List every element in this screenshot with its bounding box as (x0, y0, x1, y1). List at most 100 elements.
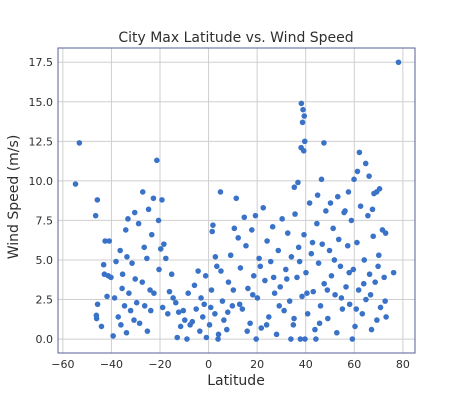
data-point (390, 269, 397, 276)
data-point (168, 271, 175, 278)
data-point (295, 179, 301, 186)
data-point (135, 220, 142, 227)
x-tick-label: −20 (148, 358, 171, 371)
plot-frame (57, 47, 416, 354)
data-point (267, 258, 274, 265)
x-tick-label: −40 (100, 358, 123, 371)
x-axis-label: Latitude (207, 373, 265, 389)
data-point (368, 326, 375, 333)
data-point (214, 263, 220, 270)
data-point (277, 284, 284, 290)
data-point (354, 239, 360, 246)
data-point (325, 315, 331, 322)
data-point (328, 273, 335, 279)
data-point (375, 263, 381, 270)
data-point (203, 334, 210, 341)
data-point (164, 310, 171, 317)
data-point (356, 149, 363, 156)
data-point (281, 307, 287, 314)
data-point (369, 206, 376, 213)
data-point (273, 331, 280, 338)
data-point (241, 214, 248, 221)
data-point (300, 148, 307, 154)
data-point (155, 217, 162, 224)
data-point (346, 301, 353, 308)
data-point (163, 255, 169, 262)
data-point (235, 235, 241, 241)
data-point (94, 197, 101, 203)
data-point (376, 252, 382, 259)
data-point (376, 185, 383, 192)
data-point (223, 326, 230, 333)
data-point (225, 279, 232, 285)
data-point (370, 233, 377, 240)
data-point (177, 323, 184, 330)
data-point (185, 290, 191, 297)
data-point (295, 244, 302, 251)
data-point (144, 255, 150, 262)
data-point (156, 266, 162, 273)
data-point (332, 291, 338, 298)
data-point (131, 317, 137, 323)
data-point (372, 279, 378, 285)
data-point (299, 293, 305, 300)
data-point (123, 329, 130, 336)
y-tick-label: 15.0 (29, 96, 54, 109)
data-point (141, 244, 148, 251)
data-point (175, 309, 182, 315)
y-tick-label: 0.0 (36, 333, 54, 346)
data-point (218, 268, 224, 274)
data-point (150, 195, 157, 202)
data-point (349, 336, 356, 342)
data-point (292, 211, 298, 217)
data-point (343, 284, 349, 290)
data-point (331, 257, 338, 263)
y-tick-label: 12.5 (29, 135, 54, 148)
x-tick-label: 0 (205, 358, 212, 371)
x-tick-label: −60 (51, 358, 74, 371)
data-point (366, 271, 373, 278)
data-point (264, 238, 270, 244)
data-point (195, 268, 201, 274)
data-point (301, 231, 307, 238)
data-point (353, 306, 360, 312)
data-point (110, 333, 116, 339)
data-point (382, 230, 389, 236)
y-tick-label: 7.5 (36, 214, 54, 227)
data-point (310, 288, 317, 295)
data-point (256, 255, 262, 262)
data-point (291, 184, 298, 191)
data-point (296, 258, 303, 265)
y-tick-label: 10.0 (29, 175, 54, 188)
y-tick-label: 2.5 (36, 294, 54, 307)
data-point (199, 314, 206, 320)
data-point (275, 247, 282, 254)
data-point (276, 303, 283, 309)
x-tick-label: 40 (299, 358, 313, 371)
y-tick-labels: 0.0 2.5 5.0 7.5 10.0 12.5 15.0 17.5 (29, 56, 54, 346)
data-point (148, 231, 155, 238)
data-point (202, 273, 209, 279)
data-point (136, 320, 143, 327)
x-tick-label: 80 (396, 358, 410, 371)
data-point (300, 106, 306, 113)
data-point (144, 328, 151, 334)
data-point (219, 298, 226, 304)
data-point (374, 317, 380, 323)
data-point (250, 273, 257, 279)
data-point (303, 269, 309, 276)
data-point (151, 290, 157, 297)
data-point (258, 325, 265, 331)
data-point (279, 216, 285, 222)
data-point (201, 301, 207, 308)
data-point (330, 225, 336, 232)
data-point (215, 336, 221, 342)
data-point (346, 269, 352, 276)
data-point (359, 310, 366, 317)
data-point (212, 310, 218, 317)
data-point (139, 279, 146, 285)
data-point (304, 290, 310, 297)
data-point (308, 250, 315, 257)
